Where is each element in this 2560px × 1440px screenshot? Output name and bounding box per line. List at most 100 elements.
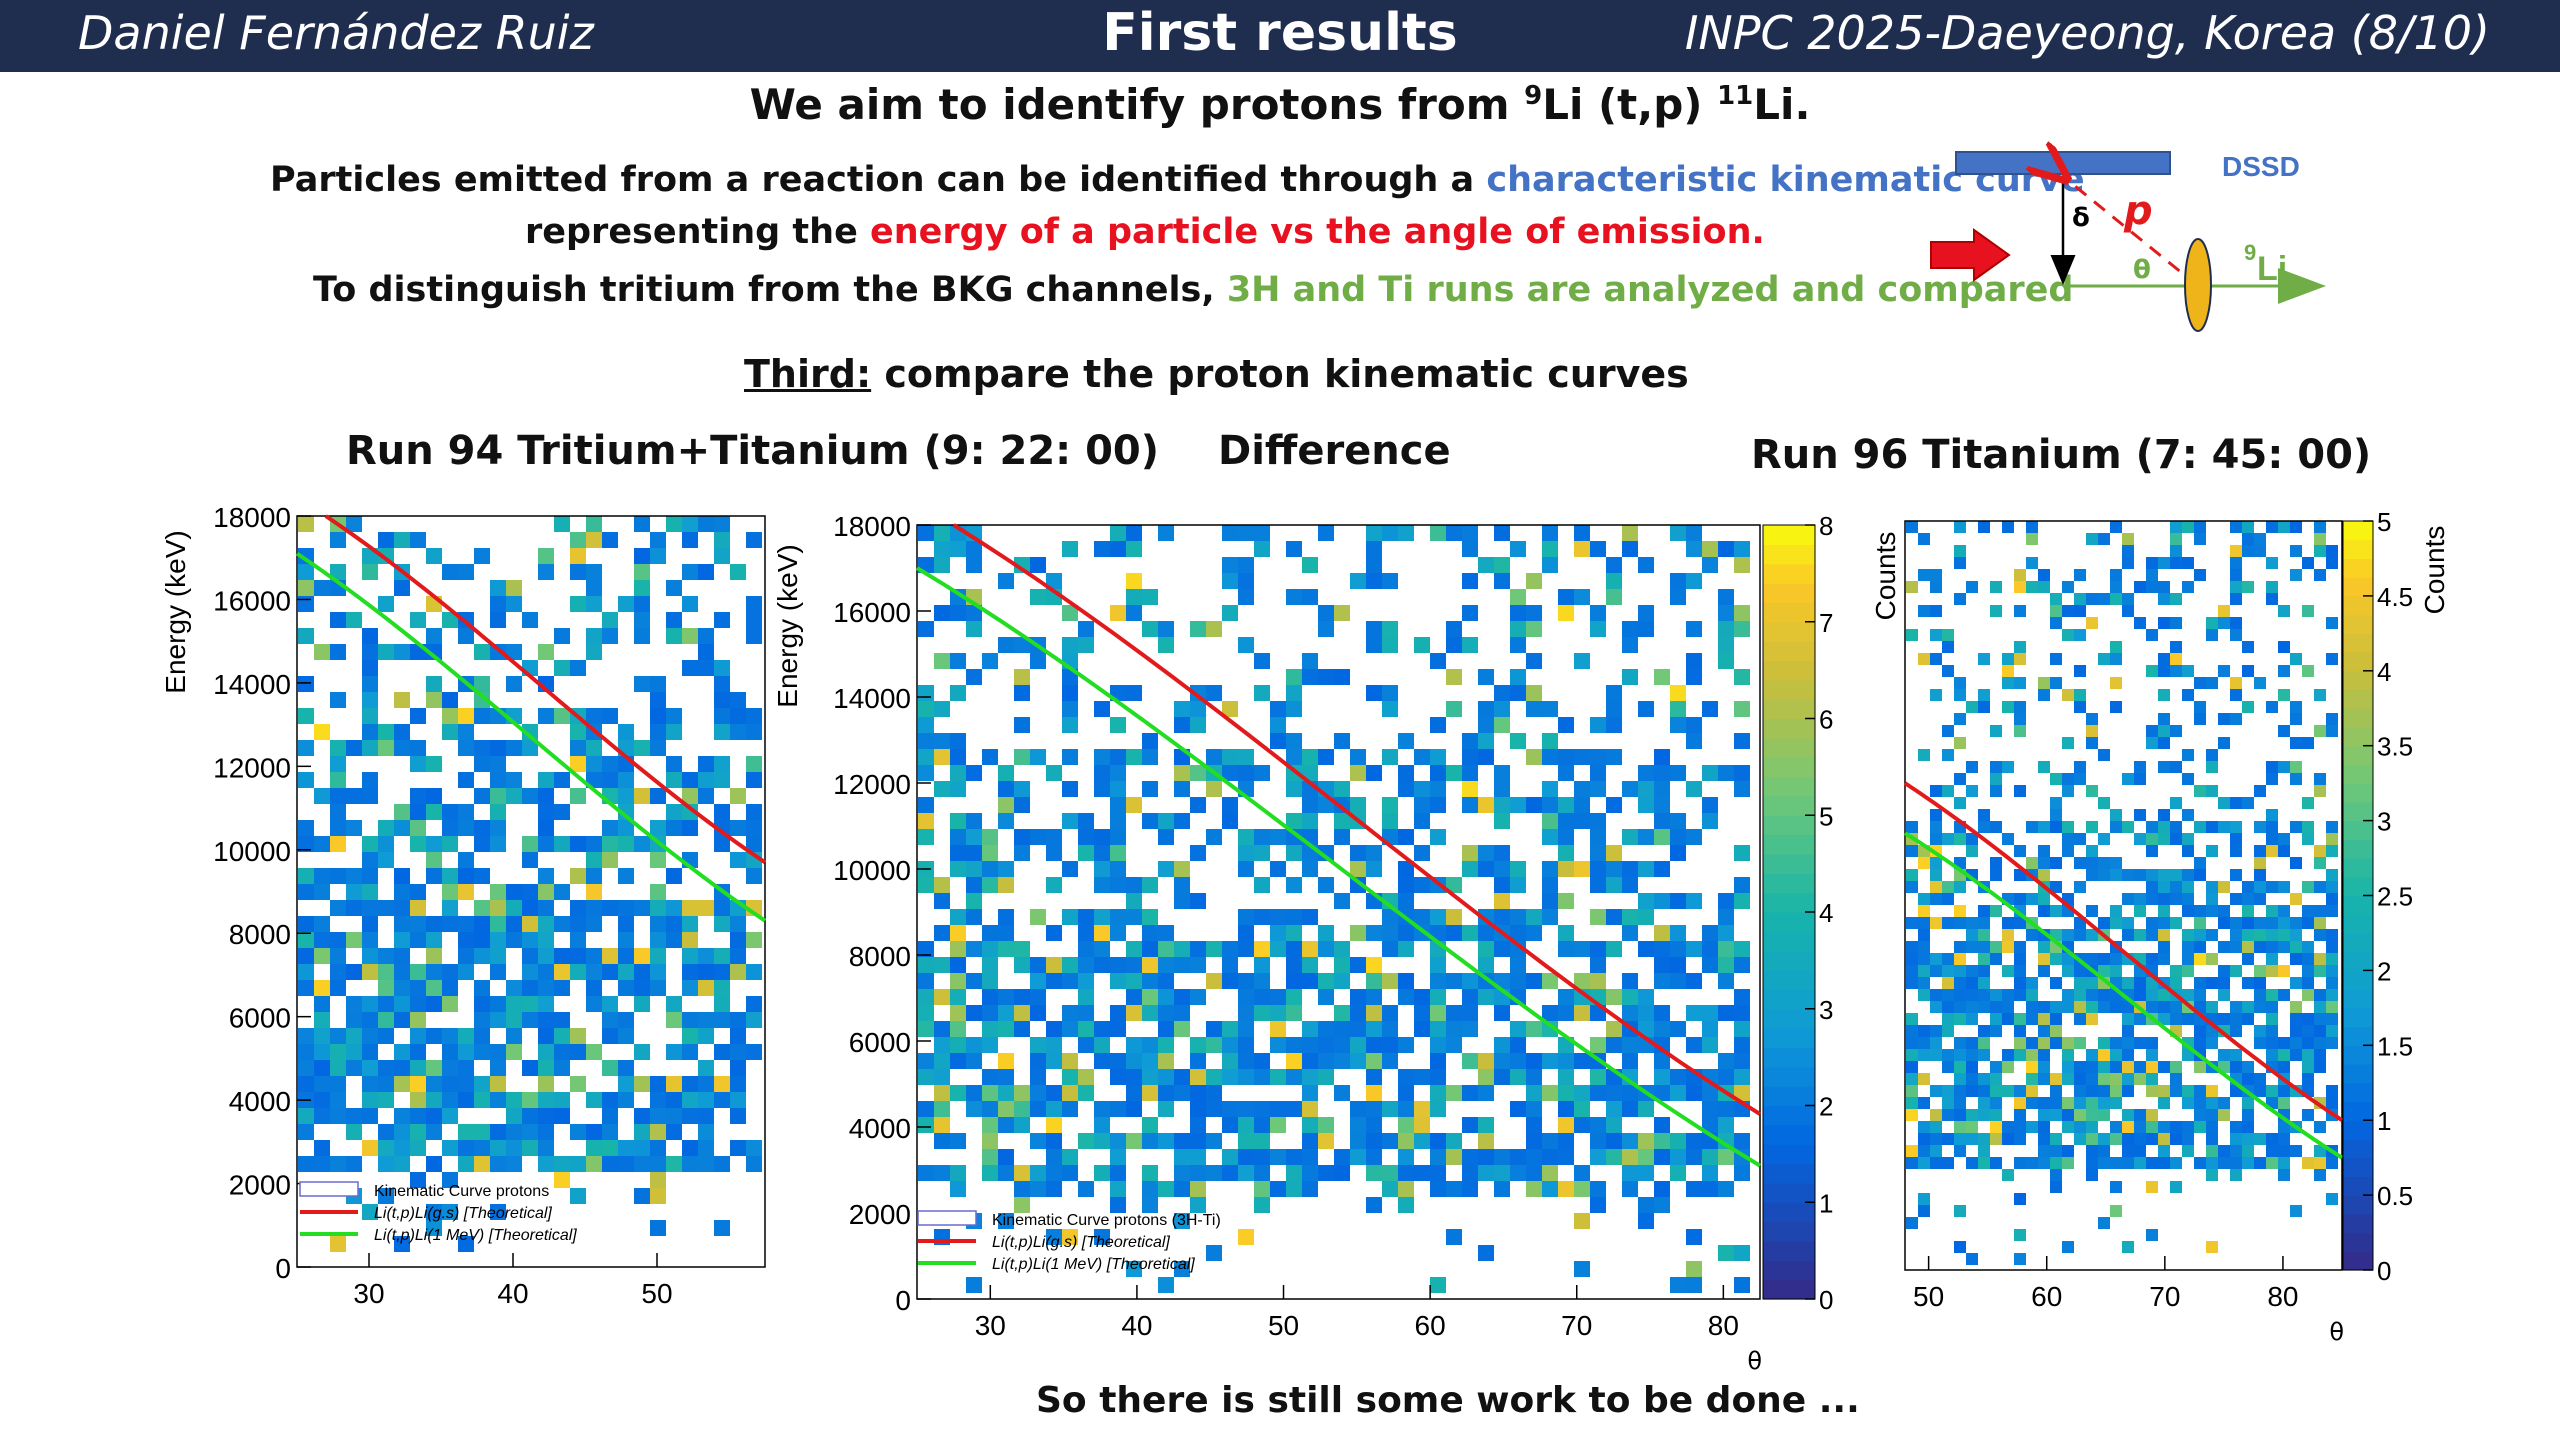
- heatmap-bin: [1734, 1037, 1750, 1053]
- heatmap-bin: [950, 765, 966, 781]
- heatmap-bin: [1238, 1021, 1254, 1037]
- heatmap-bin: [2122, 1013, 2134, 1025]
- heatmap-bin: [1254, 1101, 1270, 1117]
- heatmap-bin: [1382, 1133, 1398, 1149]
- heatmap-bin: [1238, 573, 1254, 589]
- heatmap-bin: [1350, 1021, 1366, 1037]
- heatmap-bin: [2230, 821, 2242, 833]
- heatmap-bin: [1062, 749, 1078, 765]
- heatmap-bin: [1494, 941, 1510, 957]
- heatmap-bin: [666, 932, 682, 948]
- heatmap-bin: [1158, 637, 1174, 653]
- heatmap-bin: [522, 740, 538, 756]
- heatmap-bin: [918, 701, 934, 717]
- colorbar-segment: [1763, 718, 1815, 739]
- heatmap-bin: [1526, 701, 1542, 717]
- heatmap-bin: [1622, 637, 1638, 653]
- heatmap-bin: [1734, 1005, 1750, 1021]
- heatmap-bin: [1606, 1037, 1622, 1053]
- colorbar-tick-label: 4.5: [2377, 582, 2413, 612]
- heatmap-bin: [1478, 941, 1494, 957]
- heatmap-bin: [506, 1108, 522, 1124]
- heatmap-bin: [1906, 941, 1918, 953]
- heatmap-bin: [2110, 1133, 2122, 1145]
- heatmap-bin: [2314, 1121, 2326, 1133]
- heatmap-bin: [1606, 797, 1622, 813]
- heatmap-bin: [1978, 1085, 1990, 1097]
- heatmap-bin: [682, 788, 698, 804]
- heatmap-bin: [474, 820, 490, 836]
- heatmap-bin: [618, 1060, 634, 1076]
- heatmap-bin: [1462, 845, 1478, 861]
- heatmap-bin: [1606, 1133, 1622, 1149]
- heatmap-bin: [1510, 1165, 1526, 1181]
- heatmap-bin: [618, 724, 634, 740]
- heatmap-bin: [1638, 1197, 1654, 1213]
- heatmap-bin: [1954, 1133, 1966, 1145]
- heatmap-bin: [2266, 1013, 2278, 1025]
- heatmap-bin: [2170, 545, 2182, 557]
- heatmap-bin: [2074, 1085, 2086, 1097]
- heatmap-bin: [314, 580, 330, 596]
- heatmap-bin: [714, 532, 730, 548]
- heatmap-bin: [1110, 1197, 1126, 1213]
- heatmap-bin: [2254, 1037, 2266, 1049]
- heatmap-bin: [746, 1156, 762, 1172]
- heatmap-bin: [426, 1028, 442, 1044]
- heatmap-bin: [1094, 845, 1110, 861]
- heatmap-bin: [2050, 1025, 2062, 1037]
- heatmap-bin: [1286, 669, 1302, 685]
- heatmap-bin: [506, 932, 522, 948]
- heatmap-bin: [2230, 869, 2242, 881]
- heatmap-bin: [1574, 1101, 1590, 1117]
- heatmap-bin: [1718, 1117, 1734, 1133]
- heatmap-bin: [1574, 861, 1590, 877]
- heatmap-bin: [2182, 845, 2194, 857]
- heatmap-bin: [1622, 1005, 1638, 1021]
- heatmap-bin: [1478, 1165, 1494, 1181]
- heatmap-bin: [1918, 1145, 1930, 1157]
- heatmap-bin: [2122, 593, 2134, 605]
- heatmap-bin: [1398, 829, 1414, 845]
- heatmap-bin: [1222, 1069, 1238, 1085]
- heatmap-bin: [730, 1028, 746, 1044]
- heatmap-bin: [2158, 929, 2170, 941]
- heatmap-bin: [2050, 1133, 2062, 1145]
- heatmap-bin: [1126, 797, 1142, 813]
- heatmap-bin: [2002, 1085, 2014, 1097]
- heatmap-bin: [1398, 781, 1414, 797]
- heatmap-bin: [1094, 861, 1110, 877]
- heatmap-bin: [1622, 829, 1638, 845]
- colorbar-segment: [2343, 1026, 2373, 1046]
- heatmap-bin: [1590, 941, 1606, 957]
- heatmap-bin: [1046, 1117, 1062, 1133]
- colorbar-segment: [2343, 595, 2373, 616]
- heatmap-bin: [998, 941, 1014, 957]
- heatmap-bin: [2302, 989, 2314, 1001]
- heatmap-bin: [2170, 1001, 2182, 1013]
- heatmap-bin: [714, 1012, 730, 1028]
- heatmap-bin: [2038, 1001, 2050, 1013]
- heatmap-bin: [1918, 953, 1930, 965]
- heatmap-bin: [2254, 881, 2266, 893]
- heatmap-bin: [2110, 869, 2122, 881]
- heatmap-bin: [1446, 525, 1462, 541]
- heatmap-bin: [2170, 557, 2182, 569]
- heatmap-bin: [2014, 605, 2026, 617]
- heatmap-bin: [1702, 1149, 1718, 1165]
- heatmap-bin: [586, 868, 602, 884]
- heatmap-bin: [2074, 629, 2086, 641]
- heatmap-bin: [1174, 813, 1190, 829]
- heatmap-bin: [1930, 989, 1942, 1001]
- heatmap-bin: [1906, 1061, 1918, 1073]
- heatmap-bin: [522, 932, 538, 948]
- heatmap-bin: [522, 836, 538, 852]
- heatmap-bin: [2134, 929, 2146, 941]
- heatmap-bin: [2254, 893, 2266, 905]
- heatmap-bin: [1978, 701, 1990, 713]
- heatmap-bin: [746, 724, 762, 740]
- heatmap-bin: [1622, 541, 1638, 557]
- heatmap-bin: [330, 964, 346, 980]
- heatmap-bin: [2110, 581, 2122, 593]
- heatmap-bin: [2326, 1085, 2338, 1097]
